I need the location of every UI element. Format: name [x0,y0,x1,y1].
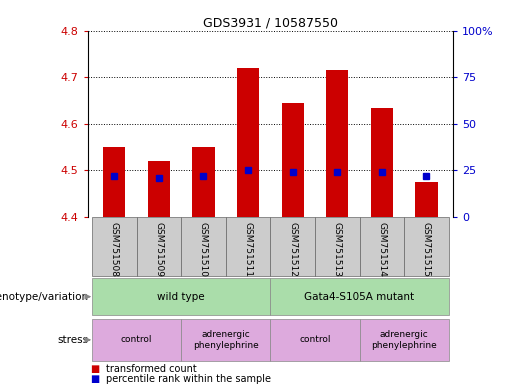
Text: GSM751509: GSM751509 [154,222,163,277]
Bar [136,217,181,276]
Bar [192,147,215,217]
Text: adrenergic
phenylephrine: adrenergic phenylephrine [371,330,437,349]
Text: genotype/variation: genotype/variation [0,291,89,302]
Text: GSM751510: GSM751510 [199,222,208,277]
Bar [270,278,449,315]
Text: stress: stress [57,335,89,345]
Text: wild type: wild type [158,291,205,302]
Text: control: control [121,335,152,344]
Bar [270,217,315,276]
Bar [92,319,181,361]
Bar [404,217,449,276]
Text: GSM751511: GSM751511 [244,222,252,277]
Text: transformed count: transformed count [106,364,196,374]
Text: control: control [299,335,331,344]
Text: adrenergic
phenylephrine: adrenergic phenylephrine [193,330,259,349]
Bar [226,217,270,276]
Bar [181,217,226,276]
Text: ■: ■ [90,374,99,384]
Bar [92,217,136,276]
Bar [359,319,449,361]
Bar [148,161,170,217]
Bar [103,147,126,217]
Text: GSM751512: GSM751512 [288,222,297,276]
Title: GDS3931 / 10587550: GDS3931 / 10587550 [203,17,338,30]
Bar [359,217,404,276]
Bar [326,70,349,217]
Text: GSM751514: GSM751514 [377,222,386,276]
Bar [315,217,359,276]
Text: ■: ■ [90,364,99,374]
Text: GSM751515: GSM751515 [422,222,431,277]
Bar [92,278,270,315]
Bar [270,319,359,361]
Text: GSM751508: GSM751508 [110,222,119,277]
Bar [371,108,393,217]
Text: percentile rank within the sample: percentile rank within the sample [106,374,270,384]
Text: Gata4-S105A mutant: Gata4-S105A mutant [304,291,415,302]
Text: GSM751513: GSM751513 [333,222,342,277]
Bar [415,182,438,217]
Bar [237,68,259,217]
Bar [181,319,270,361]
Bar [282,103,304,217]
